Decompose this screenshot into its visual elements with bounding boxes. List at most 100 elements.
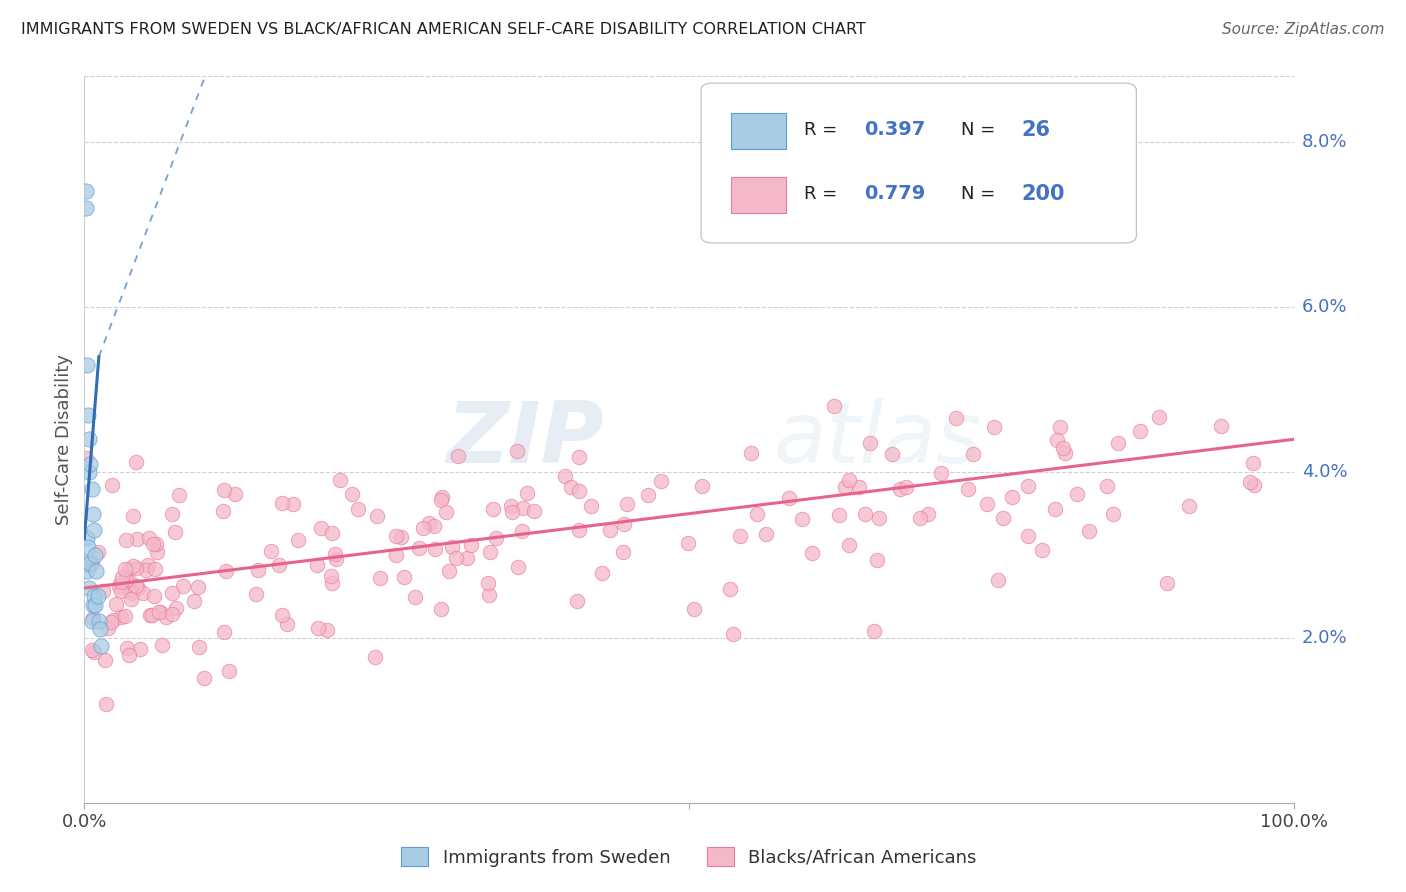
Point [591, 566, 613, 580]
Point [162, 607, 184, 621]
Point [212, 624, 235, 639]
Point [329, 473, 352, 487]
Point [101, 478, 124, 492]
Point [391, 530, 413, 544]
Point [215, 564, 238, 578]
Text: 26: 26 [1022, 120, 1050, 140]
Point [392, 569, 415, 583]
Point [183, 594, 205, 608]
Point [683, 602, 706, 616]
Point [124, 579, 146, 593]
Point [838, 538, 860, 552]
Point [80, 558, 103, 572]
Point [77, 432, 100, 446]
FancyBboxPatch shape [702, 83, 1136, 243]
Point [444, 551, 467, 566]
Point [368, 570, 391, 584]
Point [283, 497, 305, 511]
Point [408, 541, 430, 555]
Text: 0.397: 0.397 [865, 120, 925, 139]
Point [917, 507, 939, 521]
Point [1102, 507, 1125, 521]
Point [515, 486, 537, 500]
Point [910, 510, 932, 524]
Point [423, 519, 446, 533]
Text: R =: R = [804, 185, 842, 202]
Point [79, 457, 101, 471]
Point [276, 617, 298, 632]
Point [118, 562, 141, 576]
Point [122, 508, 145, 523]
Point [501, 505, 523, 519]
Point [127, 581, 149, 595]
Point [1001, 490, 1024, 504]
Point [82, 507, 104, 521]
Point [163, 524, 186, 539]
Point [976, 497, 998, 511]
Point [86, 565, 108, 579]
Point [82, 598, 104, 612]
Point [193, 671, 215, 685]
Point [1211, 419, 1233, 434]
Point [167, 488, 190, 502]
Point [83, 523, 105, 537]
Point [118, 648, 141, 662]
Point [114, 608, 136, 623]
Point [868, 511, 890, 525]
Point [87, 545, 110, 559]
Point [115, 573, 138, 587]
Point [260, 544, 283, 558]
Point [89, 623, 111, 637]
Point [931, 466, 953, 480]
Point [863, 624, 886, 638]
Point [456, 550, 478, 565]
Point [165, 600, 187, 615]
Point [1043, 501, 1066, 516]
Point [86, 589, 108, 603]
Point [143, 562, 166, 576]
Point [1052, 441, 1074, 455]
Point [91, 584, 114, 599]
Point [478, 545, 501, 559]
Point [187, 580, 209, 594]
Text: 0.779: 0.779 [865, 184, 925, 203]
Point [957, 482, 980, 496]
Point [1049, 420, 1071, 434]
Text: 6.0%: 6.0% [1302, 298, 1347, 316]
Point [568, 484, 591, 499]
Point [882, 446, 904, 460]
Legend: Immigrants from Sweden, Blacks/African Americans: Immigrants from Sweden, Blacks/African A… [394, 840, 984, 874]
Point [1129, 424, 1152, 438]
Point [1107, 436, 1129, 450]
Point [945, 410, 967, 425]
Point [1046, 433, 1069, 447]
Text: N =: N = [962, 120, 995, 138]
Point [271, 607, 294, 622]
Point [139, 607, 162, 622]
Point [77, 408, 100, 422]
Point [321, 526, 343, 541]
Point [90, 639, 112, 653]
Text: 8.0%: 8.0% [1302, 133, 1347, 151]
Point [155, 610, 177, 624]
Point [637, 488, 659, 502]
Point [613, 517, 636, 532]
Point [827, 508, 849, 522]
Point [859, 436, 882, 450]
Text: 200: 200 [1022, 184, 1064, 203]
Point [224, 487, 246, 501]
Point [142, 537, 165, 551]
Point [612, 545, 634, 559]
Point [1243, 478, 1265, 492]
Point [499, 500, 522, 514]
Point [246, 563, 269, 577]
Point [76, 565, 98, 579]
Point [120, 592, 142, 607]
Point [506, 444, 529, 458]
Point [79, 556, 101, 570]
Point [87, 614, 110, 628]
Point [728, 529, 751, 543]
Point [316, 624, 339, 638]
Point [80, 614, 103, 628]
Point [83, 645, 105, 659]
